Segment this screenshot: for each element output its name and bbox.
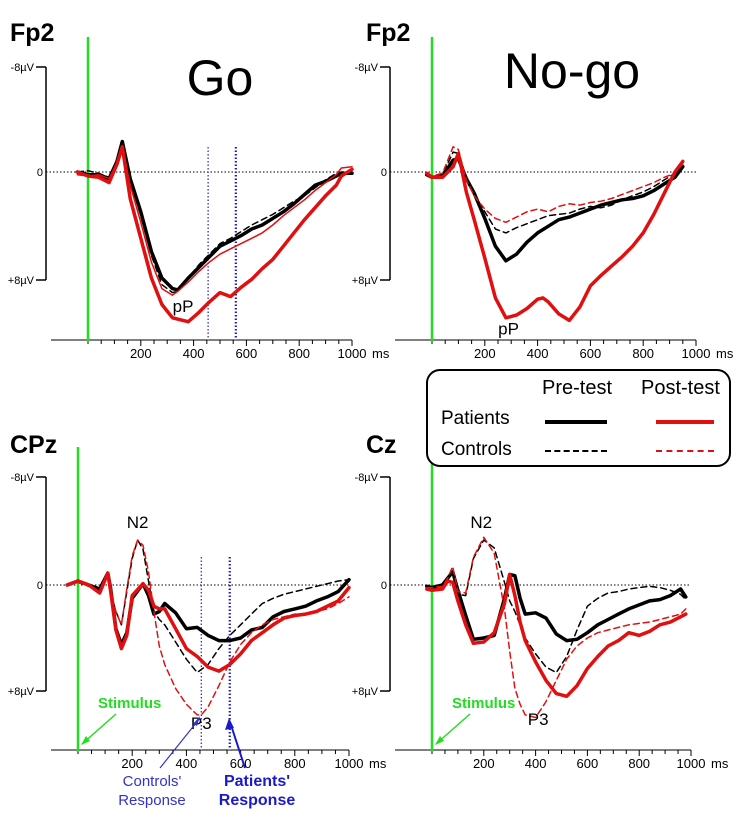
controls-response-arrow bbox=[159, 717, 201, 769]
series-controls-post bbox=[66, 539, 350, 716]
x-unit-label: ms bbox=[711, 756, 729, 771]
peak-label-pp: pP bbox=[173, 297, 194, 316]
y-label-bottom: +8µV bbox=[8, 275, 35, 287]
legend-row-patients: Patients bbox=[441, 408, 510, 429]
y-label-top: -8µV bbox=[355, 472, 379, 484]
peak-label-p3: P3 bbox=[191, 714, 212, 733]
patients-response-arrowhead bbox=[225, 718, 234, 730]
x-tick-label: 1000 bbox=[335, 756, 364, 771]
patients-response-label-line1: Patients' bbox=[224, 773, 290, 790]
x-tick-label: 600 bbox=[230, 756, 252, 771]
x-tick-label: 200 bbox=[474, 346, 496, 361]
series-patients-post bbox=[425, 572, 688, 699]
x-tick-label: 400 bbox=[176, 756, 198, 771]
peak-label-n2: N2 bbox=[127, 513, 149, 532]
x-tick-label: 600 bbox=[577, 756, 599, 771]
stimulus-arrowhead bbox=[81, 736, 90, 745]
legend-line-controls-post bbox=[656, 450, 714, 452]
y-label-zero: 0 bbox=[37, 167, 43, 179]
x-tick-label: 400 bbox=[525, 756, 547, 771]
panel-fp2-nogo: Fp2 No-go -8µV 0 +8µV 200 400 600 800 1000 ms pP bbox=[352, 19, 734, 361]
y-label-top: -8µV bbox=[11, 62, 35, 74]
patients-response-label-line2: Response bbox=[219, 792, 296, 809]
peak-label-pp: pP bbox=[498, 319, 519, 338]
response-annotations: Controls' Response Patients' Response bbox=[118, 716, 295, 809]
panel-title: No-go bbox=[504, 43, 640, 99]
legend-line-controls-pre bbox=[545, 450, 607, 452]
series-patients-post bbox=[65, 571, 351, 673]
x-tick-label: 600 bbox=[236, 346, 258, 361]
channel-label: Fp2 bbox=[366, 19, 410, 47]
legend-header-post: Post-test bbox=[641, 377, 720, 399]
x-unit-label: ms bbox=[369, 756, 387, 771]
series-controls-post bbox=[425, 146, 684, 224]
series-controls-post bbox=[426, 536, 687, 719]
x-unit-label: ms bbox=[716, 346, 734, 361]
stimulus-arrowhead bbox=[435, 736, 444, 745]
series-patients-pre bbox=[425, 570, 688, 643]
legend: Pre-test Post-test Patients Controls bbox=[426, 369, 731, 467]
legend-line-patients-pre bbox=[545, 420, 607, 424]
legend-row-controls: Controls bbox=[441, 439, 512, 460]
x-tick-label: 400 bbox=[183, 346, 205, 361]
x-tick-label: 600 bbox=[580, 346, 602, 361]
series-patients-post bbox=[75, 145, 354, 324]
channel-label: Cz bbox=[366, 431, 397, 459]
legend-line-patients-post bbox=[656, 420, 714, 424]
channel-label: CPz bbox=[10, 431, 57, 459]
x-tick-label: 200 bbox=[130, 346, 152, 361]
y-label-bottom: +8µV bbox=[352, 686, 379, 698]
x-tick-label: 200 bbox=[121, 756, 143, 771]
x-tick-label: 200 bbox=[473, 756, 495, 771]
stimulus-label: Stimulus bbox=[98, 695, 161, 712]
y-label-zero: 0 bbox=[37, 580, 43, 592]
y-label-bottom: +8µV bbox=[8, 686, 35, 698]
controls-response-label-line2: Response bbox=[118, 792, 186, 809]
stimulus-label: Stimulus bbox=[452, 695, 515, 712]
peak-label-n2: N2 bbox=[470, 513, 492, 532]
y-label-top: -8µV bbox=[11, 472, 35, 484]
x-tick-label: 1000 bbox=[682, 346, 711, 361]
y-label-bottom: +8µV bbox=[352, 275, 379, 287]
x-tick-label: 800 bbox=[628, 756, 650, 771]
x-tick-label: 800 bbox=[632, 346, 654, 361]
panel-cpz: CPz -8µV 0 +8µV 200 400 600 800 1000 ms N2 P3 Stimul… bbox=[8, 431, 387, 771]
controls-response-label-line1: Controls' bbox=[123, 773, 182, 790]
channel-label: Fp2 bbox=[10, 19, 54, 47]
patients-response-arrow bbox=[229, 721, 246, 769]
x-tick-label: 1000 bbox=[677, 756, 706, 771]
x-tick-label: 1000 bbox=[338, 346, 367, 361]
controls-response-arrowhead bbox=[193, 716, 200, 726]
x-tick-label: 800 bbox=[284, 756, 306, 771]
panel-cz: Cz -8µV 0 +8µV 200 400 600 800 1000 ms N2 P3 Stimulu… bbox=[352, 431, 729, 771]
x-tick-label: 400 bbox=[527, 346, 549, 361]
series-controls-pre bbox=[426, 539, 687, 674]
panel-fp2-go: Fp2 Go -8µV 0 +8µV 200 400 600 800 1000 ms pP bbox=[8, 19, 390, 361]
y-label-top: -8µV bbox=[355, 62, 379, 74]
x-tick-label: 800 bbox=[288, 346, 310, 361]
y-label-zero: 0 bbox=[381, 167, 387, 179]
panel-title: Go bbox=[187, 50, 254, 106]
series-patients-post bbox=[424, 151, 685, 323]
y-label-zero: 0 bbox=[381, 580, 387, 592]
legend-header-pre: Pre-test bbox=[542, 377, 613, 399]
x-unit-label: ms bbox=[372, 346, 390, 361]
peak-label-p3: P3 bbox=[528, 710, 549, 729]
series-controls-post bbox=[76, 144, 353, 296]
